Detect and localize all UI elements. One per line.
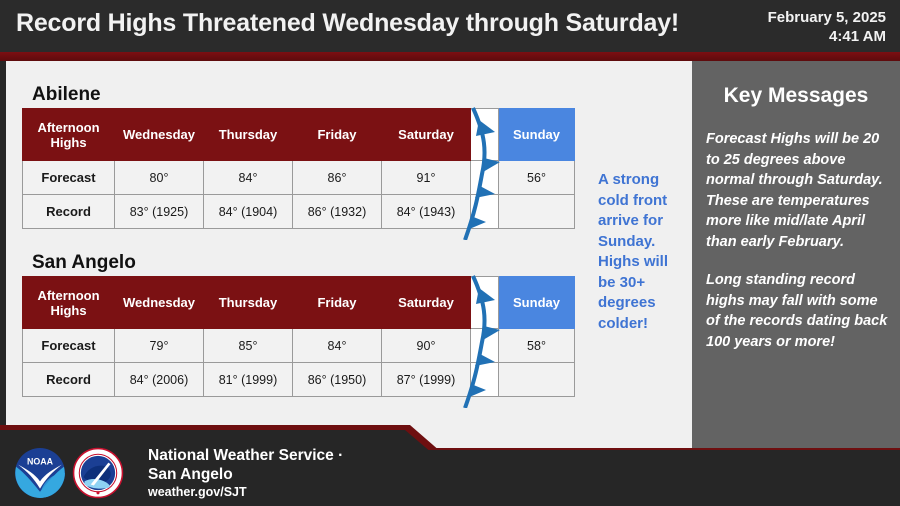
cell-forecast-friday: 84° — [292, 328, 382, 363]
cell-record-sunday — [498, 362, 575, 397]
col-header-saturday: Saturday — [381, 276, 471, 329]
footer-bar — [0, 450, 900, 506]
city-heading-san-angelo: San Angelo — [32, 252, 136, 273]
forecast-table-abilene: Afternoon Highs Wednesday Thursday Frida… — [22, 108, 575, 229]
row-label-forecast: Forecast — [22, 160, 115, 195]
header-date: February 5, 2025 — [767, 9, 886, 26]
cell-forecast-sunday: 56° — [498, 160, 575, 195]
nws-logo-icon — [72, 447, 124, 499]
col-header-front-gap — [470, 276, 499, 329]
col-header-afternoon-highs: Afternoon Highs — [22, 276, 115, 329]
col-header-afternoon-highs: Afternoon Highs — [22, 108, 115, 161]
cell-record-saturday: 87° (1999) — [381, 362, 471, 397]
noaa-logo-text: NOAA — [27, 457, 54, 467]
cell-forecast-friday: 86° — [292, 160, 382, 195]
cell-forecast-thursday: 84° — [203, 160, 293, 195]
table-header-row: Afternoon Highs Wednesday Thursday Frida… — [22, 108, 575, 161]
page-title: Record Highs Threatened Wednesday throug… — [16, 9, 680, 37]
row-label-record: Record — [22, 194, 115, 229]
forecast-table-san-angelo: Afternoon Highs Wednesday Thursday Frida… — [22, 276, 575, 397]
cell-record-sunday — [498, 194, 575, 229]
key-messages-panel: Key Messages Forecast Highs will be 20 t… — [692, 61, 900, 448]
cell-forecast-wednesday: 80° — [114, 160, 204, 195]
col-header-sunday: Sunday — [498, 108, 575, 161]
col-header-friday: Friday — [292, 276, 382, 329]
cell-forecast-front-gap — [470, 328, 499, 363]
header-accent-stripe — [0, 52, 900, 61]
cell-record-friday: 86° (1950) — [292, 362, 382, 397]
col-header-friday: Friday — [292, 108, 382, 161]
cell-record-wednesday: 83° (1925) — [114, 194, 204, 229]
cell-record-friday: 86° (1932) — [292, 194, 382, 229]
footer-office-info: National Weather Service · San Angelo we… — [148, 446, 568, 501]
cell-forecast-sunday: 58° — [498, 328, 575, 363]
footer-office-name: San Angelo — [148, 466, 233, 483]
col-header-thursday: Thursday — [203, 276, 293, 329]
key-messages-body: Forecast Highs will be 20 to 25 degrees … — [706, 129, 892, 370]
noaa-logo-icon: NOAA — [15, 448, 65, 498]
header-timestamp: February 5, 2025 4:41 AM — [666, 8, 886, 46]
col-header-wednesday: Wednesday — [114, 108, 204, 161]
header-time: 4:41 AM — [829, 28, 886, 45]
col-header-thursday: Thursday — [203, 108, 293, 161]
cell-forecast-wednesday: 79° — [114, 328, 204, 363]
row-label-record: Record — [22, 362, 115, 397]
cell-record-front-gap — [470, 194, 499, 229]
table-header-row: Afternoon Highs Wednesday Thursday Frida… — [22, 276, 575, 329]
cell-forecast-saturday: 91° — [381, 160, 471, 195]
city-heading-abilene: Abilene — [32, 84, 101, 105]
col-header-front-gap — [470, 108, 499, 161]
cell-forecast-front-gap — [470, 160, 499, 195]
key-message-1: Forecast Highs will be 20 to 25 degrees … — [706, 131, 883, 250]
cell-record-saturday: 84° (1943) — [381, 194, 471, 229]
footer-agency-name: National Weather Service · — [148, 447, 344, 464]
col-header-wednesday: Wednesday — [114, 276, 204, 329]
cell-forecast-thursday: 85° — [203, 328, 293, 363]
key-messages-title: Key Messages — [723, 84, 869, 107]
cell-record-thursday: 84° (1904) — [203, 194, 293, 229]
col-header-sunday: Sunday — [498, 276, 575, 329]
table-row: Forecast 79° 85° 84° 90° 58° — [22, 328, 575, 363]
cold-front-annotation: A strong cold front arrive for Sunday. H… — [598, 171, 669, 332]
table-row: Forecast 80° 84° 86° 91° 56° — [22, 160, 575, 195]
cell-record-front-gap — [470, 362, 499, 397]
footer-website: weather.gov/SJT — [148, 485, 247, 499]
header-bar: Record Highs Threatened Wednesday throug… — [0, 0, 900, 52]
row-label-forecast: Forecast — [22, 328, 115, 363]
key-message-2: Long standing record highs may fall with… — [706, 272, 888, 350]
table-row: Record 83° (1925) 84° (1904) 86° (1932) … — [22, 194, 575, 229]
cell-record-wednesday: 84° (2006) — [114, 362, 204, 397]
cell-forecast-saturday: 90° — [381, 328, 471, 363]
table-row: Record 84° (2006) 81° (1999) 86° (1950) … — [22, 362, 575, 397]
col-header-saturday: Saturday — [381, 108, 471, 161]
cell-record-thursday: 81° (1999) — [203, 362, 293, 397]
